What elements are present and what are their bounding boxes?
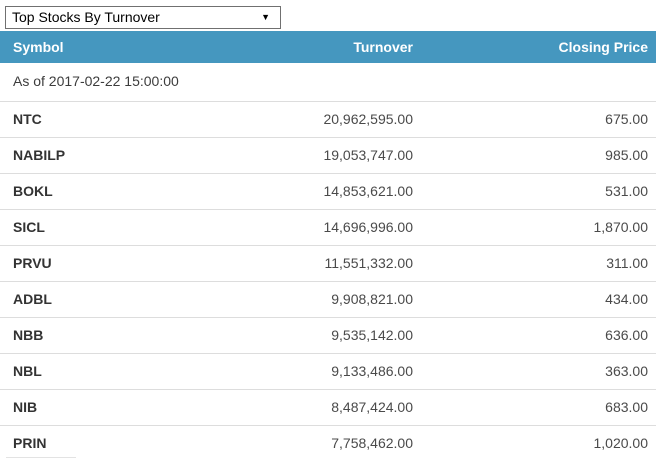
closing-price-cell: 311.00 [421, 245, 656, 282]
table-header-row: Symbol Turnover Closing Price [0, 31, 656, 63]
closing-price-cell: 985.00 [421, 137, 656, 174]
turnover-cell: 20,962,595.00 [180, 101, 421, 138]
symbol-cell: SICL [0, 209, 180, 246]
table-row: ADBL 9,908,821.00 434.00 [0, 281, 656, 318]
table-row: NBL 9,133,486.00 363.00 [0, 353, 656, 390]
partial-next-row-border [6, 457, 76, 458]
turnover-cell: 7,758,462.00 [180, 425, 421, 461]
closing-price-cell: 636.00 [421, 317, 656, 354]
turnover-cell: 8,487,424.00 [180, 389, 421, 426]
column-header-symbol: Symbol [0, 31, 180, 63]
column-header-closing-price: Closing Price [421, 31, 656, 63]
closing-price-cell: 363.00 [421, 353, 656, 390]
symbol-cell: ADBL [0, 281, 180, 318]
table-row: PRIN 7,758,462.00 1,020.00 [0, 425, 656, 461]
closing-price-cell: 675.00 [421, 101, 656, 138]
closing-price-cell: 1,870.00 [421, 209, 656, 246]
stock-filter-dropdown[interactable]: Top Stocks By Turnover [5, 6, 281, 29]
symbol-cell: NABILP [0, 137, 180, 174]
as-of-timestamp: As of 2017-02-22 15:00:00 [13, 73, 179, 89]
top-stocks-table: Symbol Turnover Closing Price As of 2017… [0, 31, 656, 461]
as-of-row: As of 2017-02-22 15:00:00 [0, 63, 656, 102]
table-row: NIB 8,487,424.00 683.00 [0, 389, 656, 426]
closing-price-cell: 683.00 [421, 389, 656, 426]
closing-price-cell: 1,020.00 [421, 425, 656, 461]
turnover-cell: 14,853,621.00 [180, 173, 421, 210]
symbol-cell: BOKL [0, 173, 180, 210]
closing-price-cell: 434.00 [421, 281, 656, 318]
turnover-cell: 9,535,142.00 [180, 317, 421, 354]
turnover-cell: 9,133,486.00 [180, 353, 421, 390]
symbol-cell: NTC [0, 101, 180, 138]
symbol-cell: PRIN [0, 425, 180, 461]
table-row: NABILP 19,053,747.00 985.00 [0, 137, 656, 174]
stock-filter-dropdown-wrap: Top Stocks By Turnover ▼ [5, 6, 281, 29]
table-row: BOKL 14,853,621.00 531.00 [0, 173, 656, 210]
table-row: PRVU 11,551,332.00 311.00 [0, 245, 656, 282]
table-body: As of 2017-02-22 15:00:00 NTC 20,962,595… [0, 63, 656, 461]
table-row: NBB 9,535,142.00 636.00 [0, 317, 656, 354]
column-header-turnover: Turnover [180, 31, 421, 63]
symbol-cell: PRVU [0, 245, 180, 282]
symbol-cell: NBB [0, 317, 180, 354]
table-row: NTC 20,962,595.00 675.00 [0, 101, 656, 138]
turnover-cell: 19,053,747.00 [180, 137, 421, 174]
table-row: SICL 14,696,996.00 1,870.00 [0, 209, 656, 246]
turnover-cell: 14,696,996.00 [180, 209, 421, 246]
turnover-cell: 11,551,332.00 [180, 245, 421, 282]
symbol-cell: NBL [0, 353, 180, 390]
symbol-cell: NIB [0, 389, 180, 426]
turnover-cell: 9,908,821.00 [180, 281, 421, 318]
closing-price-cell: 531.00 [421, 173, 656, 210]
